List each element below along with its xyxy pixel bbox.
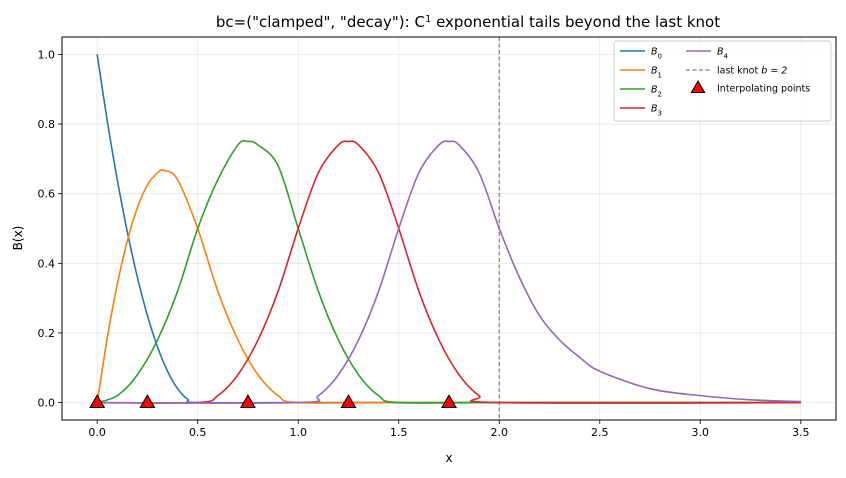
- legend: B0 B1 B2 B3 B4 last knot b = 2 Interpolating p…: [613, 40, 832, 122]
- y-tick-label: 0.0: [38, 397, 56, 410]
- interpolating-point: [139, 394, 156, 408]
- series-line-b2: [96, 140, 801, 404]
- plot-area: 0.0 0.5 1.0 1.5 2.0 2.5 3.0 3.5 0.0 0.2 0.4 0.6 0.8…: [38, 36, 837, 439]
- x-axis-label: x: [445, 451, 452, 465]
- series-layer: [96, 37, 801, 420]
- x-ticks: 0.0 0.5 1.0 1.5 2.0 2.5 3.0 3.5: [88, 420, 810, 439]
- legend-label-b3: B3: [651, 104, 662, 118]
- series-line-b4: [97, 140, 801, 404]
- y-tick-label: 0.6: [38, 188, 56, 201]
- x-tick-label: 2.5: [591, 426, 609, 439]
- x-tick-label: 1.5: [390, 426, 408, 439]
- y-tick-label: 0.4: [38, 257, 56, 270]
- interpolating-point: [340, 394, 357, 408]
- x-tick-label: 3.5: [792, 426, 810, 439]
- interpolating-point: [441, 394, 457, 408]
- legend-label-b2: B2: [651, 85, 662, 99]
- x-tick-label: 2.0: [491, 426, 509, 439]
- legend-box: [613, 40, 832, 122]
- x-tick-label: 3.0: [692, 426, 710, 439]
- legend-swatch-interpolating-points: [690, 79, 706, 94]
- axes-frame: [61, 36, 837, 421]
- series-line-b3: [97, 140, 801, 404]
- y-tick-label: 0.2: [38, 327, 56, 340]
- y-ticks: 0.0 0.2 0.4 0.6 0.8 1.0: [38, 48, 62, 410]
- y-tick-label: 1.0: [38, 48, 56, 61]
- legend-label-b1: B1: [651, 66, 662, 80]
- y-tick-label: 0.8: [38, 118, 56, 131]
- y-axis-label: B(x): [11, 226, 25, 251]
- x-tick-label: 0.0: [88, 426, 106, 439]
- legend-label-b4: B4: [717, 47, 729, 61]
- markers-layer: [89, 394, 457, 408]
- series-line-b1: [96, 169, 801, 404]
- chart-title: bc=("clamped", "decay"): C1 exponential …: [216, 13, 720, 31]
- x-tick-label: 0.5: [189, 426, 207, 439]
- legend-label-interpolating-points: Interpolating points: [717, 84, 810, 95]
- interpolating-point: [239, 394, 256, 408]
- interpolating-point: [89, 394, 106, 408]
- x-tick-label: 1.0: [289, 426, 307, 439]
- legend-label-b0: B0: [651, 47, 662, 61]
- legend-label-last-knot: last knot b = 2: [717, 66, 787, 77]
